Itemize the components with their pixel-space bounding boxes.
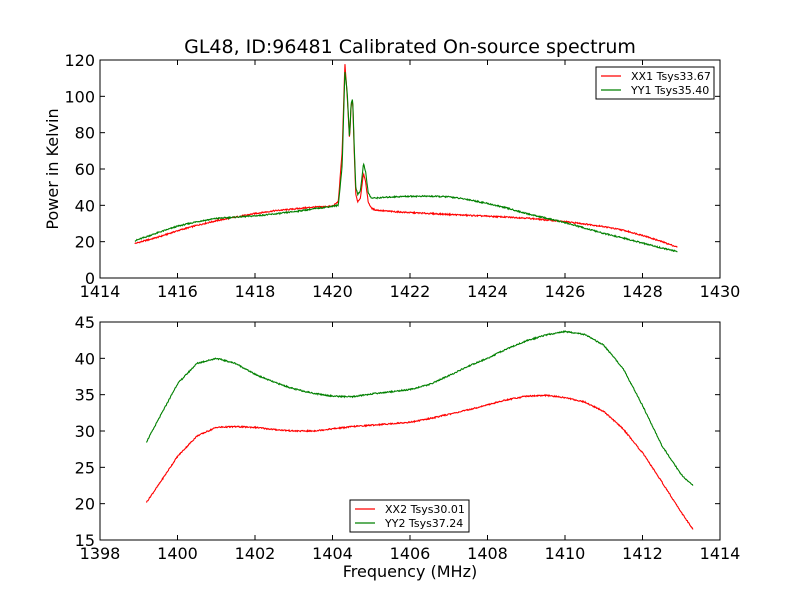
y-tick-label: 40	[75, 349, 95, 368]
x-tick-label: 1408	[467, 544, 508, 563]
y-tick-label: 0	[85, 269, 95, 288]
x-tick-label: 1422	[390, 282, 431, 301]
y-tick-label: 40	[75, 196, 95, 215]
x-tick-label: 1398	[80, 544, 121, 563]
y-tick-label: 35	[75, 386, 95, 405]
x-tick-label: 1412	[622, 544, 663, 563]
x-tick-label: 1406	[390, 544, 431, 563]
x-axis-label: Frequency (MHz)	[343, 562, 477, 581]
figure-title: GL48, ID:96481 Calibrated On-source spec…	[184, 36, 636, 58]
y-tick-label: 100	[64, 87, 95, 106]
x-tick-label: 1428	[622, 282, 663, 301]
legend-label: XX2 Tsys30.01	[385, 503, 465, 516]
y-tick-label: 45	[75, 313, 95, 332]
x-tick-label: 1426	[545, 282, 586, 301]
series-line-1	[134, 64, 678, 248]
y-tick-label: 20	[75, 495, 95, 514]
y-tick-label: 60	[75, 160, 95, 179]
series-line-2	[134, 71, 678, 253]
x-tick-label: 1430	[700, 282, 741, 301]
y-tick-label: 30	[75, 422, 95, 441]
x-tick-label: 1414	[700, 544, 741, 563]
y-tick-label: 15	[75, 531, 95, 550]
legend-label: YY2 Tsys37.24	[384, 517, 463, 530]
x-tick-label: 1414	[80, 282, 121, 301]
y-tick-label: 25	[75, 458, 95, 477]
x-tick-label: 1402	[235, 544, 276, 563]
y-tick-label: 120	[64, 51, 95, 70]
bottom-spectrum-panel: 1398 1400 1402 1404 1406 1408 1410 1412 1414 15 20…	[75, 313, 741, 581]
x-tick-label: 1404	[312, 544, 353, 563]
legend-label: YY1 Tsys35.40	[630, 84, 709, 97]
top-spectrum-panel: 1414 1416 1418 1420 1422 1424 1426 1428 1430 0 20 4…	[43, 51, 740, 301]
x-tick-label: 1418	[235, 282, 276, 301]
y-tick-label: 80	[75, 124, 95, 143]
y-axis-label: Power in Kelvin	[43, 108, 62, 229]
series-line-2	[146, 330, 694, 486]
x-tick-label: 1420	[312, 282, 353, 301]
y-tick-label: 20	[75, 233, 95, 252]
series-line-1	[145, 393, 694, 530]
x-tick-label: 1424	[467, 282, 508, 301]
x-tick-label: 1400	[157, 544, 198, 563]
x-tick-label: 1410	[545, 544, 586, 563]
legend-label: XX1 Tsys33.67	[631, 70, 711, 83]
x-tick-label: 1416	[157, 282, 198, 301]
